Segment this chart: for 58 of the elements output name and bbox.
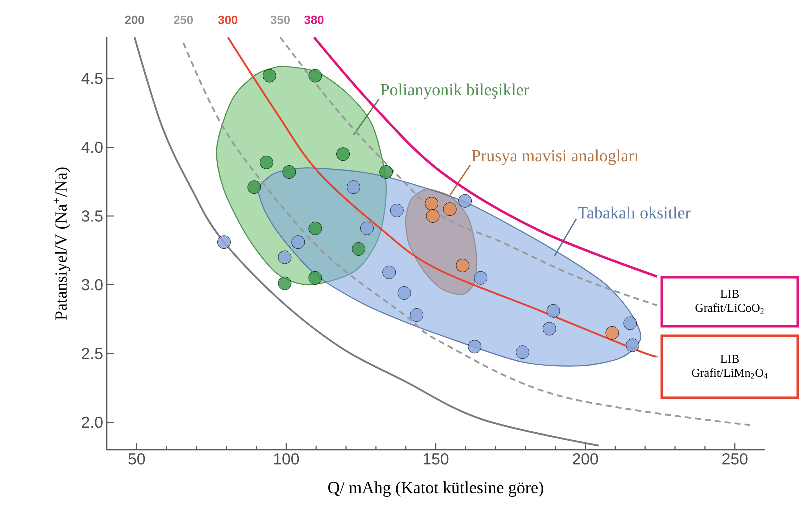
point xyxy=(398,286,412,300)
y-tick-label: 4.5 xyxy=(82,73,103,84)
y-tick-label: 2.5 xyxy=(82,348,103,360)
point xyxy=(278,250,292,264)
point xyxy=(308,222,322,236)
point xyxy=(292,236,306,250)
point xyxy=(263,69,276,83)
point xyxy=(443,202,457,216)
point xyxy=(624,316,638,330)
x-axis-title: Q/ mAhg (Katot kütlesine göre) xyxy=(328,482,544,498)
point xyxy=(360,222,374,236)
text: Prusya mavisi analogları xyxy=(472,150,639,166)
annotation: Grafit/LiCoO$_{2}$ xyxy=(696,304,764,314)
x-tick-label: 250 xyxy=(722,454,748,465)
x-tick-label: 50 xyxy=(128,454,146,465)
point xyxy=(474,271,488,285)
point xyxy=(278,276,292,290)
series-label: 300 xyxy=(218,16,238,24)
y-axis-title: Patansiyel/V (Na$^{+}$/Na) xyxy=(54,168,70,320)
annotation: LIB xyxy=(720,290,740,298)
y-tick-label: 3.5 xyxy=(82,210,103,222)
series-label: Polianyonik bileşikler xyxy=(380,84,530,100)
point xyxy=(347,180,360,194)
point xyxy=(336,148,350,162)
y-tick-label: 3.0 xyxy=(82,279,103,291)
series-label: 250 xyxy=(174,16,194,24)
point xyxy=(352,242,366,256)
point xyxy=(410,308,424,322)
y-tick-label: 2.0 xyxy=(82,416,103,428)
x-tick-label: 200 xyxy=(573,454,598,465)
point xyxy=(382,266,396,280)
point xyxy=(458,194,472,208)
point xyxy=(426,210,440,223)
point xyxy=(218,236,231,250)
point xyxy=(456,259,470,272)
point xyxy=(308,69,322,83)
annotation: Grafit/LiMn$_{2}$O$_{4}$ xyxy=(692,368,768,379)
point xyxy=(308,271,322,285)
point xyxy=(390,204,404,218)
point xyxy=(282,166,296,179)
point xyxy=(516,346,530,360)
point xyxy=(468,340,482,354)
point xyxy=(425,197,439,211)
x-tick-label: 100 xyxy=(274,454,300,465)
annotation: LIB xyxy=(720,355,740,364)
point xyxy=(606,326,620,340)
point xyxy=(626,338,640,352)
text: Tabakalı oksitler xyxy=(578,206,691,219)
point xyxy=(248,180,262,194)
series-label: 350 xyxy=(270,16,290,24)
y-tick-label: 4.0 xyxy=(82,142,103,154)
point xyxy=(542,322,556,336)
x-tick-label: 150 xyxy=(424,454,449,465)
point xyxy=(380,166,394,179)
series-label: 380 xyxy=(304,16,324,24)
point xyxy=(260,156,274,170)
series-label: 200 xyxy=(125,16,144,24)
point xyxy=(546,304,560,318)
